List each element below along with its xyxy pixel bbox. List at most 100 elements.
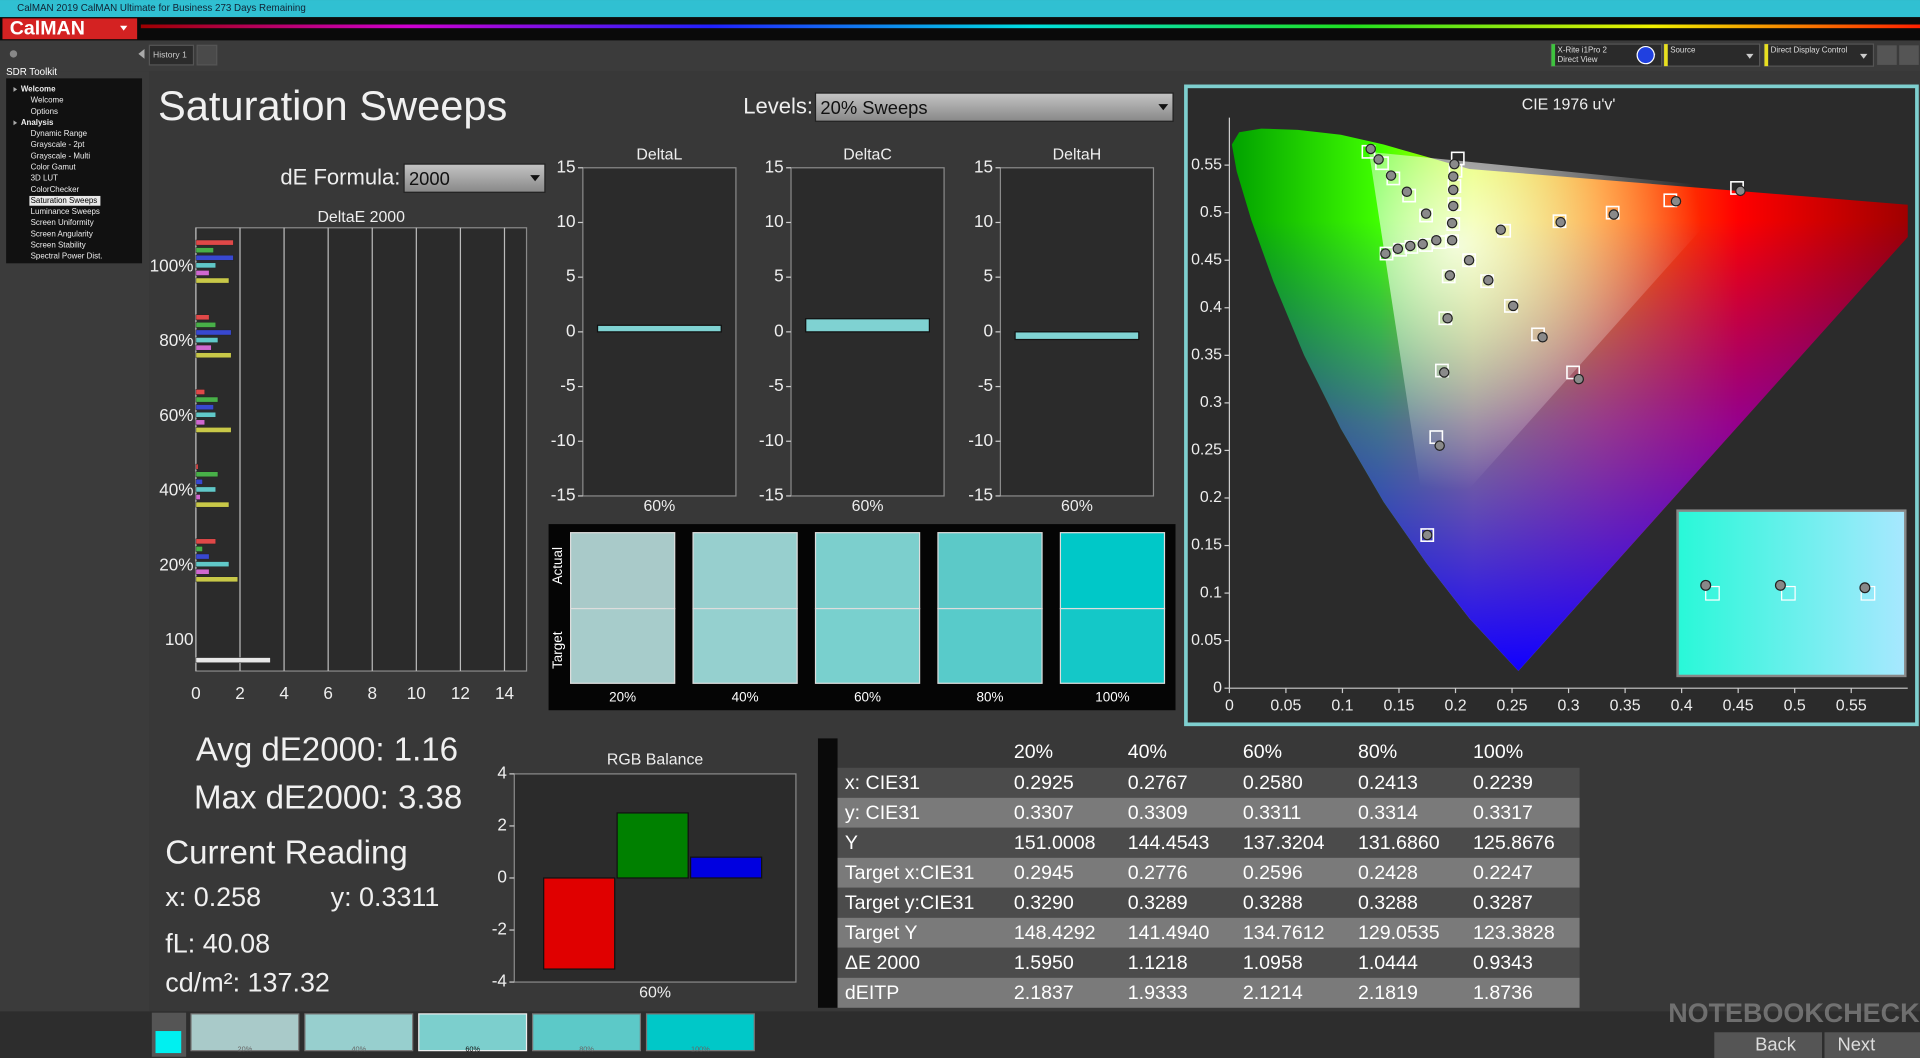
zoom-reading	[1774, 579, 1786, 591]
footer-swatch[interactable]	[190, 1013, 300, 1052]
tree-item[interactable]: Luminance Sweeps	[31, 207, 100, 216]
x-tick-label: 8	[367, 683, 377, 703]
y-tick-label: 0	[774, 320, 784, 340]
levels-dropdown[interactable]	[814, 92, 1174, 122]
tree-item[interactable]: 3D LUT	[31, 174, 58, 183]
y-tick-label: 0.15	[1191, 537, 1222, 554]
measured-point	[1365, 143, 1376, 155]
y-tick-label: -5	[560, 375, 575, 395]
table-cell: 0.3288	[1358, 892, 1418, 914]
footer-swatch[interactable]	[304, 1013, 414, 1052]
x-tick-label: 0.2	[1444, 698, 1466, 715]
y-tick-label: -10	[551, 430, 576, 450]
footer-swatch[interactable]	[645, 1013, 755, 1052]
device-icon	[1636, 45, 1655, 65]
tree-selection	[29, 195, 101, 206]
tree-item[interactable]: Screen Uniformity	[31, 218, 94, 227]
row-label: y: CIE31	[845, 802, 920, 824]
bar	[596, 324, 722, 333]
measured-point	[1573, 373, 1585, 385]
table-cell: 0.2945	[1014, 862, 1074, 884]
table-cell: 151.0008	[1014, 832, 1096, 854]
tree-item[interactable]: Welcome	[21, 85, 56, 94]
row-label: dEITP	[845, 982, 899, 1004]
y-tick-label: 0.25	[1191, 442, 1222, 459]
bar	[195, 471, 219, 478]
swatch-label: 80%	[977, 690, 1004, 705]
tree-item[interactable]: Screen Stability	[31, 241, 86, 250]
bar	[616, 812, 689, 879]
measured-point	[1438, 367, 1450, 378]
tree-item[interactable]: ColorChecker	[31, 185, 80, 194]
table-row	[837, 797, 1580, 828]
collapse-icon[interactable]	[138, 49, 145, 59]
avg-de: Avg dE2000: 1.16	[196, 732, 458, 769]
tree-item[interactable]: Color Gamut	[31, 163, 77, 172]
measured-point	[1392, 243, 1404, 255]
next-button[interactable]	[1824, 1032, 1920, 1058]
page-title: Saturation Sweeps	[158, 82, 507, 129]
target-point	[1566, 365, 1581, 380]
bar	[195, 561, 230, 567]
footer-swatch-label: 60%	[465, 1044, 480, 1053]
zoom-target	[1705, 585, 1720, 601]
add-tab[interactable]	[196, 44, 218, 66]
measured-point	[1421, 529, 1433, 541]
y-tick-label: 100	[165, 629, 194, 649]
measured-point	[1444, 270, 1456, 281]
measured-point	[1483, 274, 1494, 286]
logo-button[interactable]	[2, 18, 138, 40]
swatch-label: 40%	[732, 690, 759, 705]
swatch-target	[570, 607, 676, 684]
toolbar-button[interactable]	[1899, 45, 1919, 65]
footer-swatch[interactable]	[532, 1013, 642, 1052]
y-tick-label: 0.45	[1191, 251, 1222, 268]
x-tick-label: 10	[407, 683, 426, 703]
table-cell: 0.2413	[1358, 772, 1418, 794]
target-point	[1462, 253, 1476, 268]
tree-item[interactable]: Grayscale - 2pt	[31, 140, 86, 149]
bar	[195, 494, 201, 500]
table-header: 60%	[1243, 741, 1282, 763]
table-cell: 0.2247	[1473, 862, 1533, 884]
measured-point	[1608, 209, 1620, 220]
tree-item[interactable]: Welcome	[31, 96, 65, 105]
table-cell: 0.2767	[1128, 772, 1188, 794]
table-cell: 1.8736	[1473, 982, 1533, 1004]
tree-bullet	[13, 120, 18, 126]
y-tick-label: 100%	[150, 255, 194, 275]
measured-point	[1401, 186, 1413, 198]
tree-item[interactable]: Analysis	[21, 118, 54, 127]
chart-title: DeltaL	[636, 147, 682, 164]
back-button[interactable]	[1714, 1032, 1823, 1058]
measured-point	[1420, 208, 1432, 219]
x-tick-label: 0.4	[1671, 698, 1693, 715]
tree-item[interactable]: Screen Angularity	[31, 229, 93, 238]
row-label: Y	[845, 832, 858, 854]
tree-item[interactable]: Saturation Sweeps	[31, 196, 98, 205]
footer-swatch[interactable]	[418, 1013, 528, 1052]
y-tick-label: 10	[765, 211, 784, 231]
tree-item[interactable]: Spectral Power Dist.	[31, 252, 103, 261]
measured-point	[1373, 154, 1384, 165]
tree-item[interactable]: Grayscale - Multi	[31, 151, 91, 160]
formula-dropdown[interactable]	[403, 163, 546, 193]
bar	[195, 344, 212, 351]
cie-locus	[1231, 128, 1908, 672]
tab[interactable]	[148, 44, 195, 66]
table-cell: 0.3311	[1243, 802, 1301, 824]
plot-area	[195, 227, 528, 672]
toolbar-button[interactable]	[1877, 45, 1897, 65]
toolbar-icon[interactable]	[9, 50, 18, 58]
tree-panel	[6, 78, 143, 264]
device-label: Direct View	[1558, 55, 1598, 64]
table-cell: 129.0535	[1358, 922, 1440, 944]
table-header: 20%	[1014, 741, 1053, 763]
y-tick-label: 2	[497, 814, 507, 834]
swatch-actual	[1059, 532, 1166, 610]
bar	[543, 877, 616, 970]
table-cell: 0.2239	[1473, 772, 1533, 794]
tree-item[interactable]: Dynamic Range	[31, 129, 88, 138]
footer-swatch-label: 100%	[691, 1044, 710, 1053]
tree-item[interactable]: Options	[31, 107, 58, 116]
